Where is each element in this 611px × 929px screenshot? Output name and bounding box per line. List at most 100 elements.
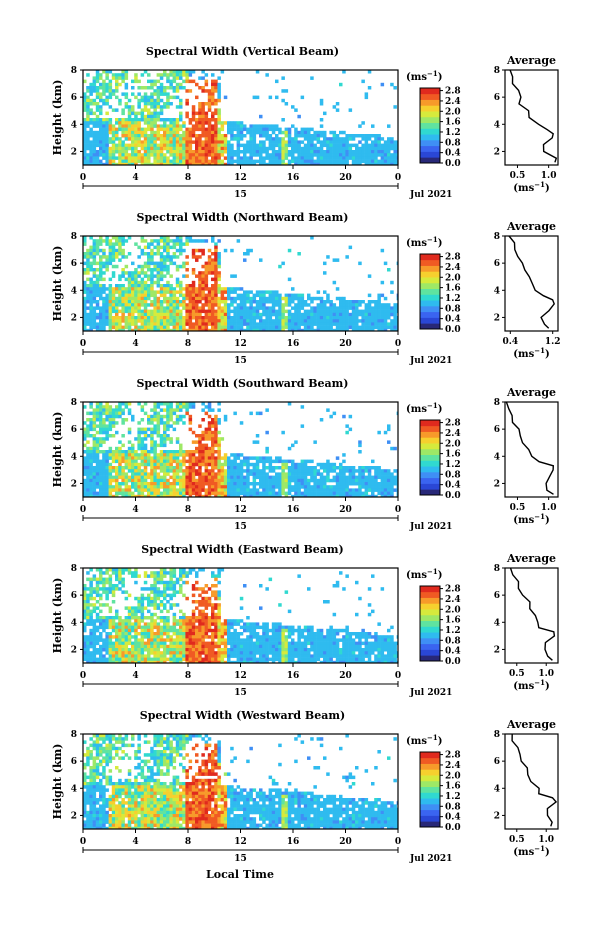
x-tick-label: 0 [80, 505, 86, 515]
average-x-tick-label: 0.5 [509, 669, 525, 679]
average-y-tick-label: 6 [494, 93, 500, 103]
colorbar-tick-label: 2.0 [445, 107, 461, 117]
average-line [511, 733, 558, 827]
average-x-tick-label: 1.0 [538, 835, 554, 845]
y-axis-label: Height (km) [51, 578, 64, 654]
average-profile: Average 2 4 6 8 0.4 1.2(ms−1) [494, 220, 561, 360]
y-tick-label: 4 [71, 286, 77, 296]
panel-title: Spectral Width (Northward Beam) [137, 211, 349, 224]
x-tick-label: 8 [185, 173, 191, 183]
x-tick-label: 0 [80, 671, 86, 681]
y-tick-label: 4 [71, 618, 77, 628]
colorbar-tick-label: 2.4 [445, 263, 461, 273]
x-tick-label: 4 [132, 173, 138, 183]
x-tick-label: 8 [185, 339, 191, 349]
panel-title: Spectral Width (Vertical Beam) [146, 45, 339, 58]
average-profile: Average 2 4 6 8 0.5 1.0(ms−1) [494, 386, 559, 526]
date-month-label: Jul 2021 [409, 522, 452, 532]
average-x-tick-label: 0.4 [502, 337, 518, 347]
average-y-tick-label: 2 [494, 479, 500, 489]
average-unit-label: (ms−1) [513, 844, 549, 858]
x-tick-label: 0 [80, 173, 86, 183]
x-tick-label: 0 [395, 837, 401, 847]
colorbar: 2.82.42.01.61.20.80.40.0 [419, 419, 461, 501]
colorbar-tick-label: 2.0 [445, 605, 461, 615]
x-tick-label: 16 [287, 173, 300, 183]
panel-4: Spectral Width (Eastward Beam) 2 4 6 8 Height… [51, 543, 559, 698]
colorbar-unit-label: (ms−1) [406, 733, 442, 747]
average-y-tick-label: 8 [494, 398, 500, 408]
average-y-tick-label: 6 [494, 425, 500, 435]
colorbar-tick-label: 0.4 [445, 647, 461, 657]
x-tick-label: 16 [287, 837, 300, 847]
average-x-tick-label: 1.2 [545, 337, 561, 347]
colorbar-tick-label: 1.2 [445, 626, 461, 636]
x-tick-label: 4 [132, 671, 138, 681]
y-tick-label: 4 [71, 452, 77, 462]
average-y-tick-label: 2 [494, 147, 500, 157]
average-x-tick-label: 0.5 [509, 835, 525, 845]
y-tick-label: 8 [71, 232, 77, 242]
y-axis-label: Height (km) [51, 246, 64, 322]
y-tick-label: 2 [71, 313, 77, 323]
average-y-tick-label: 8 [494, 730, 500, 740]
x-tick-label: 12 [234, 173, 247, 183]
colorbar-tick-label: 2.8 [445, 253, 461, 263]
heatmap-cells [83, 734, 398, 829]
average-profile: Average 2 4 6 8 0.5 1.0(ms−1) [494, 718, 559, 858]
x-axis-label: Local Time [206, 868, 274, 881]
panel-5: Spectral Width (Westward Beam) 2 4 6 8 Height… [51, 709, 559, 864]
average-y-tick-label: 6 [494, 757, 500, 767]
colorbar-tick-label: 2.8 [445, 751, 461, 761]
colorbar-tick-label: 0.4 [445, 813, 461, 823]
x-tick-label: 20 [339, 837, 352, 847]
y-tick-label: 2 [71, 645, 77, 655]
average-line [509, 567, 556, 661]
colorbar-tick-label: 0.8 [445, 802, 461, 812]
colorbar-tick-label: 1.2 [445, 128, 461, 138]
heatmap-cells [83, 236, 398, 331]
y-tick-label: 6 [71, 757, 77, 767]
colorbar-tick-label: 0.0 [445, 159, 461, 169]
colorbar-tick-label: 0.8 [445, 636, 461, 646]
date-label: 15 [234, 522, 247, 532]
y-tick-label: 8 [71, 66, 77, 76]
average-x-tick-label: 0.5 [510, 171, 526, 181]
average-y-tick-label: 2 [494, 313, 500, 323]
x-tick-label: 20 [339, 671, 352, 681]
y-tick-label: 2 [71, 147, 77, 157]
date-label: 15 [234, 190, 247, 200]
average-line [508, 235, 555, 329]
average-x-tick-label: 1.0 [541, 503, 557, 513]
y-tick-label: 8 [71, 398, 77, 408]
colorbar-tick-label: 2.4 [445, 97, 461, 107]
x-tick-label: 16 [287, 339, 300, 349]
x-tick-label: 4 [132, 837, 138, 847]
heatmap-cells [83, 568, 398, 663]
x-tick-label: 8 [185, 671, 191, 681]
colorbar-unit-label: (ms−1) [406, 235, 442, 249]
average-line [509, 69, 558, 163]
y-tick-label: 4 [71, 784, 77, 794]
y-tick-label: 2 [71, 811, 77, 821]
colorbar-tick-label: 1.6 [445, 616, 461, 626]
panel-1: Spectral Width (Vertical Beam) 2 4 6 8 Height… [51, 45, 559, 200]
heatmap-cells [83, 402, 398, 497]
colorbar-tick-label: 0.4 [445, 481, 461, 491]
x-tick-label: 8 [185, 505, 191, 515]
average-y-tick-label: 2 [494, 645, 500, 655]
x-tick-label: 8 [185, 837, 191, 847]
colorbar-tick-label: 2.4 [445, 595, 461, 605]
date-month-label: Jul 2021 [409, 688, 452, 698]
average-line [505, 401, 555, 495]
colorbar-tick-label: 0.8 [445, 304, 461, 314]
average-profile: Average 2 4 6 8 0.5 1.0(ms−1) [494, 552, 559, 692]
colorbar-tick-label: 2.4 [445, 761, 461, 771]
y-tick-label: 8 [71, 730, 77, 740]
date-month-label: Jul 2021 [409, 356, 452, 366]
colorbar-unit-label: (ms−1) [406, 567, 442, 581]
colorbar-tick-label: 1.6 [445, 118, 461, 128]
x-tick-label: 20 [339, 505, 352, 515]
y-tick-label: 2 [71, 479, 77, 489]
colorbar-tick-label: 2.4 [445, 429, 461, 439]
